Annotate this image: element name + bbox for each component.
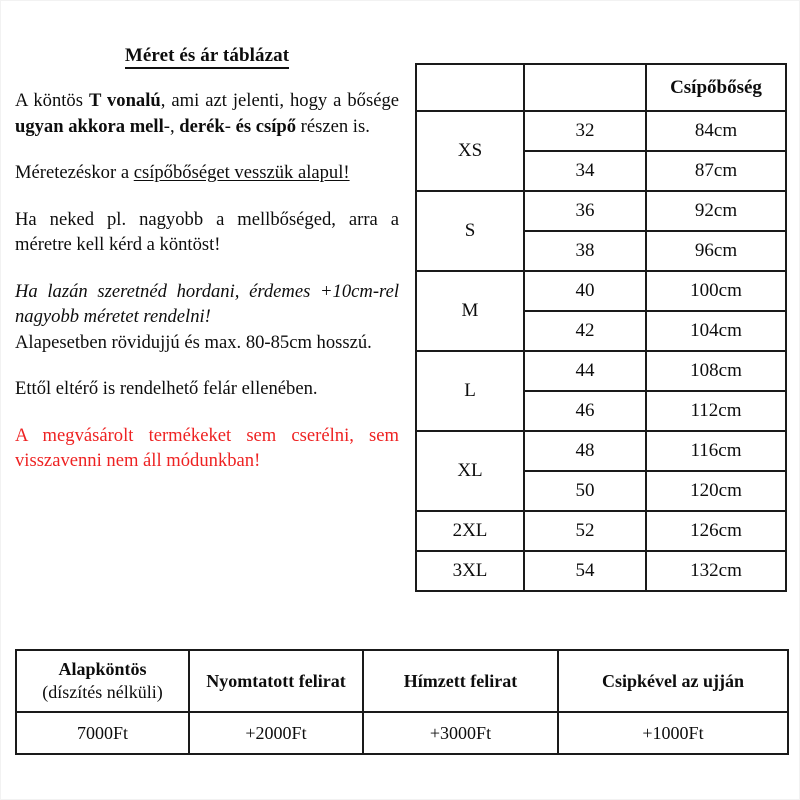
p1-run-8: és csípő	[235, 115, 297, 137]
p2-run-1: Méretezéskor a	[15, 162, 134, 183]
size-number: 34	[523, 150, 647, 192]
price-table-value-row: 7000Ft +2000Ft +3000Ft +1000Ft	[15, 711, 789, 755]
table-row: 2XL 52 126cm	[415, 510, 787, 552]
table-row: 46 112cm	[416, 390, 787, 432]
price-table-header-row: Alapköntös (díszítés nélküli) Nyomtatott…	[15, 649, 789, 713]
table-row: 38 96cm	[416, 230, 787, 272]
size-label-xs: XS	[415, 110, 525, 192]
size-number: 32	[523, 110, 647, 152]
table-row: 50 120cm	[416, 470, 787, 512]
info-paragraph-5: Alapesetben rövidujjú és max. 80-85cm ho…	[15, 331, 372, 353]
price-value-base-robe: 7000Ft	[15, 711, 190, 755]
size-hip: 120cm	[645, 470, 787, 512]
size-hip: 87cm	[645, 150, 787, 192]
table-row: XL 48 116cm	[415, 430, 787, 512]
price-value-lace-sleeve: +1000Ft	[557, 711, 789, 755]
size-label-xl: XL	[415, 430, 525, 512]
price-header-base-robe: Alapköntös (díszítés nélküli)	[15, 649, 190, 713]
p1-run-9: részen is.	[296, 115, 370, 137]
size-table: Csípőbőség XS 32 84cm 34 87cm S 36 92cm …	[415, 63, 787, 592]
size-label-m: M	[415, 270, 525, 352]
size-header-number-empty	[523, 63, 647, 112]
info-paragraph-6: Ettől eltérő is rendelhető felár ellenéb…	[15, 378, 318, 399]
info-paragraph-1: A köntös T vonalú, ami azt jelenti, hogy…	[15, 88, 399, 139]
size-label-s: S	[415, 190, 525, 272]
size-number: 46	[523, 390, 647, 432]
price-header-embroidered: Hímzett felirat	[362, 649, 559, 713]
p1-run-6: derék	[179, 115, 225, 137]
size-header-hip: Csípőbőség	[645, 63, 787, 112]
price-table: Alapköntös (díszítés nélküli) Nyomtatott…	[15, 649, 789, 755]
p1-run-1: A köntös	[15, 90, 89, 111]
size-hip: 92cm	[645, 190, 787, 232]
table-row: XS 32 84cm	[415, 110, 787, 192]
size-table-header-row: Csípőbőség	[415, 63, 787, 112]
p2-run-2-underlined: csípőbőséget vesszük alapul!	[133, 162, 350, 183]
price-header-base-robe-label: Alapköntös	[58, 659, 147, 679]
price-header-base-robe-sub: (díszítés nélküli)	[42, 682, 163, 702]
size-number: 54	[523, 550, 647, 592]
p1-run-2: T vonalú	[88, 90, 161, 111]
info-paragraph-3: Ha neked pl. nagyobb a mellbőséged, arra…	[15, 208, 399, 256]
size-label-l: L	[415, 350, 525, 432]
size-hip: 126cm	[645, 510, 787, 552]
table-row: 34 87cm	[416, 150, 787, 192]
info-paragraph-7-warning: A megvásárolt termékeket sem cserélni, s…	[15, 424, 399, 472]
price-header-printed: Nyomtatott felirat	[188, 649, 364, 713]
price-header-lace-sleeve: Csipkével az ujján	[557, 649, 789, 713]
p1-run-7: -	[224, 115, 236, 137]
size-number: 50	[523, 470, 647, 512]
size-hip: 104cm	[645, 310, 787, 352]
size-hip: 116cm	[645, 430, 787, 472]
size-number: 48	[523, 430, 647, 472]
size-number: 36	[523, 190, 647, 232]
size-number: 42	[523, 310, 647, 352]
info-paragraph-2: Méretezéskor a csípőbőséget vesszük alap…	[15, 160, 399, 186]
info-paragraph-4-italic: Ha lazán szeretnéd hordani, érdemes +10c…	[15, 280, 399, 328]
page-title-text: Méret és ár táblázat	[124, 45, 290, 69]
size-number: 38	[523, 230, 647, 272]
p1-run-4: ugyan akkora mell	[15, 115, 164, 137]
size-label-3xl: 3XL	[415, 550, 525, 592]
table-row: 42 104cm	[416, 310, 787, 352]
info-text-column: Méret és ár táblázat A köntös T vonalú, …	[15, 45, 399, 495]
size-label-2xl: 2XL	[415, 510, 525, 552]
p1-run-5: -,	[163, 115, 180, 137]
price-value-printed: +2000Ft	[188, 711, 364, 755]
size-number: 44	[523, 350, 647, 392]
size-number: 40	[523, 270, 647, 312]
page-title: Méret és ár táblázat	[15, 45, 399, 69]
size-hip: 100cm	[645, 270, 787, 312]
size-hip: 96cm	[645, 230, 787, 272]
table-row: S 36 92cm	[415, 190, 787, 272]
size-hip: 132cm	[645, 550, 787, 592]
p1-run-3: , ami azt jelenti, hogy a bősége	[160, 90, 400, 111]
size-hip: 108cm	[645, 350, 787, 392]
size-header-size-empty	[415, 63, 525, 112]
table-row: M 40 100cm	[415, 270, 787, 352]
size-hip: 112cm	[645, 390, 787, 432]
size-hip: 84cm	[645, 110, 787, 152]
table-row: 3XL 54 132cm	[415, 550, 787, 592]
price-value-embroidered: +3000Ft	[362, 711, 559, 755]
size-number: 52	[523, 510, 647, 552]
table-row: L 44 108cm	[415, 350, 787, 432]
